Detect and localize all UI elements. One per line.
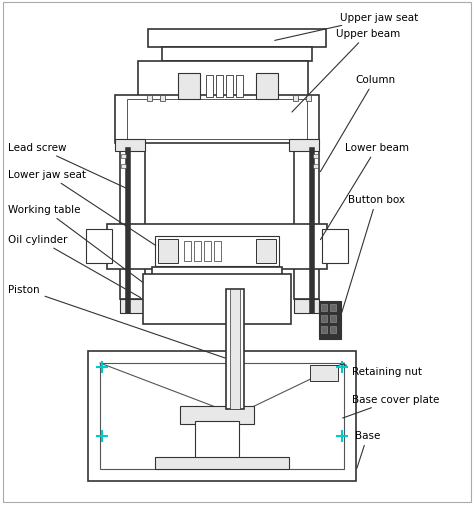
Text: Base cover plate: Base cover plate <box>343 394 439 418</box>
Bar <box>294 299 319 314</box>
Bar <box>178 74 200 100</box>
Bar <box>256 74 278 100</box>
Bar <box>293 96 298 102</box>
Bar <box>86 230 112 264</box>
Bar <box>294 147 319 299</box>
Text: Lead screw: Lead screw <box>8 143 126 188</box>
Bar <box>115 96 319 144</box>
Bar <box>214 241 221 262</box>
Bar <box>107 225 327 270</box>
Text: Piston: Piston <box>8 284 225 359</box>
Bar <box>148 30 326 48</box>
Bar <box>127 100 307 140</box>
Bar <box>230 289 240 409</box>
Bar <box>184 241 191 262</box>
Bar <box>206 76 213 98</box>
Bar <box>158 239 178 264</box>
Bar <box>256 239 276 264</box>
Bar <box>321 316 327 322</box>
Bar <box>125 147 130 314</box>
Bar <box>313 165 318 169</box>
Bar <box>143 274 291 324</box>
Text: Lower beam: Lower beam <box>320 143 409 240</box>
Bar <box>155 236 279 267</box>
Bar <box>236 76 243 98</box>
Bar <box>313 155 318 159</box>
Bar <box>152 268 282 297</box>
Bar <box>310 365 338 381</box>
Bar <box>195 421 239 461</box>
Bar <box>330 326 336 333</box>
Bar <box>216 76 223 98</box>
Bar <box>204 241 211 262</box>
Bar <box>330 305 336 312</box>
Bar <box>121 155 126 159</box>
Bar <box>121 165 126 169</box>
Bar <box>306 96 311 102</box>
Bar <box>321 326 327 333</box>
Bar <box>226 76 233 98</box>
Text: Oil cylinder: Oil cylinder <box>8 234 141 298</box>
Text: Upper jaw seat: Upper jaw seat <box>275 13 418 41</box>
Text: Retaining nut: Retaining nut <box>341 365 422 376</box>
Bar <box>289 140 319 152</box>
Text: Base: Base <box>355 430 380 469</box>
Bar <box>160 96 165 102</box>
Bar <box>194 241 201 262</box>
Bar <box>162 48 312 62</box>
Bar <box>309 147 314 314</box>
Bar <box>330 316 336 322</box>
Bar <box>120 299 145 314</box>
Bar <box>226 289 244 409</box>
Bar <box>147 96 152 102</box>
Bar <box>319 301 341 339</box>
Bar <box>88 351 356 481</box>
Text: Button box: Button box <box>342 194 405 313</box>
Bar <box>138 62 308 102</box>
Text: Upper beam: Upper beam <box>292 29 400 113</box>
Bar <box>180 406 254 424</box>
Bar <box>100 363 344 469</box>
Text: Working table: Working table <box>8 205 143 283</box>
Bar <box>155 457 289 469</box>
Bar <box>120 147 145 299</box>
Bar <box>321 305 327 312</box>
Text: Column: Column <box>320 75 395 172</box>
Text: Lower jaw seat: Lower jaw seat <box>8 170 155 246</box>
Bar <box>115 140 145 152</box>
Bar <box>322 230 348 264</box>
